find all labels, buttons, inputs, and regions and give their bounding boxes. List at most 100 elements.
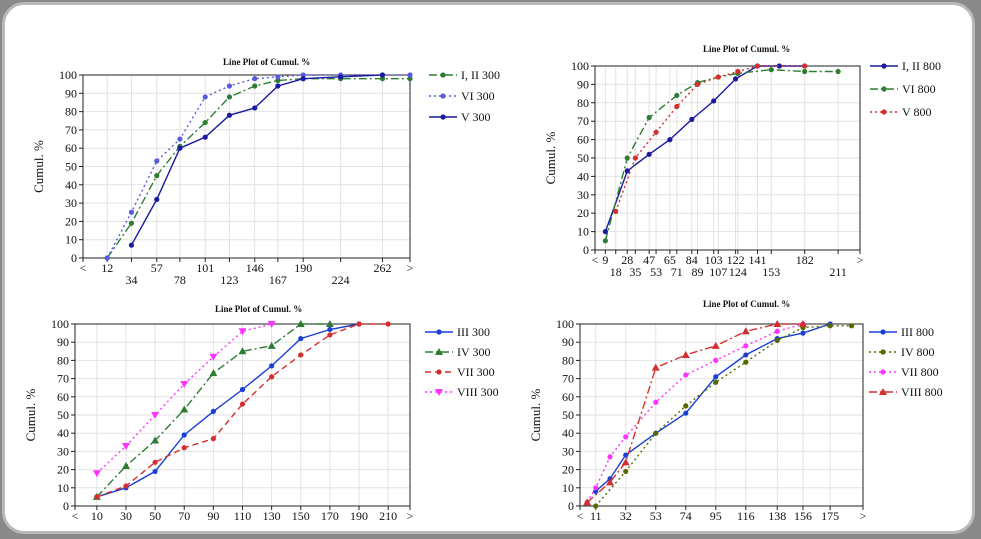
- data-point: [624, 168, 630, 174]
- data-point: [593, 485, 599, 491]
- x-tick-label: 18: [610, 265, 622, 279]
- data-point: [798, 320, 807, 327]
- x-tick-label: 90: [207, 509, 219, 523]
- y-tick-label: 30: [577, 188, 589, 202]
- x-tick-label: 101: [196, 261, 214, 275]
- data-point: [689, 116, 695, 122]
- data-point: [338, 74, 344, 80]
- data-point: [653, 129, 659, 135]
- y-tick-label: 40: [57, 426, 69, 440]
- legend-label: VI 300: [461, 89, 495, 103]
- data-point: [743, 352, 749, 358]
- data-point: [239, 386, 246, 393]
- y-tick-label: 100: [51, 317, 69, 331]
- y-tick-label: 90: [562, 335, 574, 349]
- data-point: [741, 327, 750, 335]
- x-tick-label: 34: [125, 273, 137, 287]
- x-tick-label: 10: [91, 509, 103, 523]
- data-point: [226, 94, 233, 100]
- x-tick-label: 107: [709, 265, 727, 279]
- y-axis-label: Cumul. %: [543, 131, 558, 184]
- x-tick-label: <: [592, 253, 599, 267]
- data-point: [180, 381, 189, 389]
- y-tick-label: 100: [556, 317, 574, 331]
- x-tick-label: 122: [727, 253, 745, 267]
- chart-panel-1: Line Plot of Cumul. % 0 10 20 30 40 50 60 70 80 90…: [31, 57, 500, 287]
- x-tick-label: 50: [149, 509, 161, 523]
- data-point: [776, 63, 782, 69]
- data-point: [123, 483, 129, 489]
- data-point: [92, 470, 101, 478]
- legend-marker: [881, 109, 887, 115]
- x-tick-label: 71: [671, 265, 683, 279]
- data-point: [593, 503, 599, 509]
- x-tick-label: 190: [350, 509, 368, 523]
- y-tick-label: 60: [562, 390, 574, 404]
- series-line-2: [595, 325, 852, 507]
- y-tick-label: 90: [57, 335, 69, 349]
- data-point: [154, 158, 160, 164]
- data-point: [128, 220, 135, 226]
- data-point: [651, 363, 660, 371]
- legend-label: V 800: [902, 105, 931, 119]
- data-point: [681, 350, 690, 358]
- y-tick-label: 70: [65, 123, 77, 137]
- data-point: [379, 76, 386, 82]
- data-point: [754, 63, 761, 69]
- data-point: [209, 353, 218, 361]
- y-tick-label: 40: [65, 178, 77, 192]
- x-tick-label: 167: [269, 273, 287, 287]
- x-tick-label: 156: [794, 509, 812, 523]
- data-point: [713, 374, 719, 380]
- data-point: [606, 478, 615, 486]
- x-tick-label: >: [407, 509, 414, 523]
- x-tick-label: 175: [821, 509, 839, 523]
- series-line-1: [595, 323, 831, 492]
- y-tick-label: 60: [577, 133, 589, 147]
- data-point: [773, 320, 782, 327]
- y-tick-label: 30: [65, 196, 77, 210]
- data-point: [683, 410, 689, 416]
- legend-marker: [435, 389, 443, 396]
- data-point: [128, 242, 135, 248]
- x-tick-label: 123: [220, 273, 238, 287]
- legend-label: IV 800: [901, 345, 934, 359]
- legend-marker: [440, 114, 446, 120]
- y-axis-label: Cumul. %: [528, 388, 543, 441]
- series-line-2: [604, 68, 839, 241]
- x-tick-label: 124: [729, 265, 747, 279]
- data-point: [827, 323, 833, 329]
- data-point: [202, 94, 208, 100]
- data-point: [743, 343, 749, 349]
- data-point: [683, 372, 689, 378]
- legend-marker: [435, 348, 443, 355]
- x-tick-label: 32: [620, 509, 632, 523]
- chart-title: Line Plot of Cumul. %: [703, 44, 790, 54]
- x-tick-label: 30: [120, 509, 132, 523]
- legend-marker: [880, 369, 886, 375]
- y-tick-label: 80: [577, 96, 589, 110]
- y-tick-label: 0: [63, 499, 69, 513]
- data-point: [267, 321, 276, 328]
- data-point: [181, 445, 187, 451]
- data-point: [407, 72, 413, 78]
- x-tick-label: 47: [643, 253, 655, 267]
- chart-title: Line Plot of Cumul. %: [223, 57, 310, 67]
- data-point: [602, 238, 608, 244]
- y-axis-label: Cumul. %: [31, 140, 46, 193]
- data-point: [683, 403, 689, 409]
- x-tick-label: 130: [263, 509, 281, 523]
- data-point: [210, 408, 216, 414]
- x-tick-label: <: [72, 509, 79, 523]
- x-tick-label: 146: [246, 261, 264, 275]
- y-tick-label: 50: [57, 408, 69, 422]
- data-point: [300, 72, 306, 78]
- x-tick-label: 95: [710, 509, 722, 523]
- data-point: [300, 76, 306, 82]
- legend-marker: [440, 93, 446, 99]
- data-point: [713, 379, 719, 385]
- data-point: [94, 494, 100, 500]
- y-tick-label: 30: [562, 444, 574, 458]
- data-point: [735, 68, 741, 75]
- data-point: [327, 332, 333, 338]
